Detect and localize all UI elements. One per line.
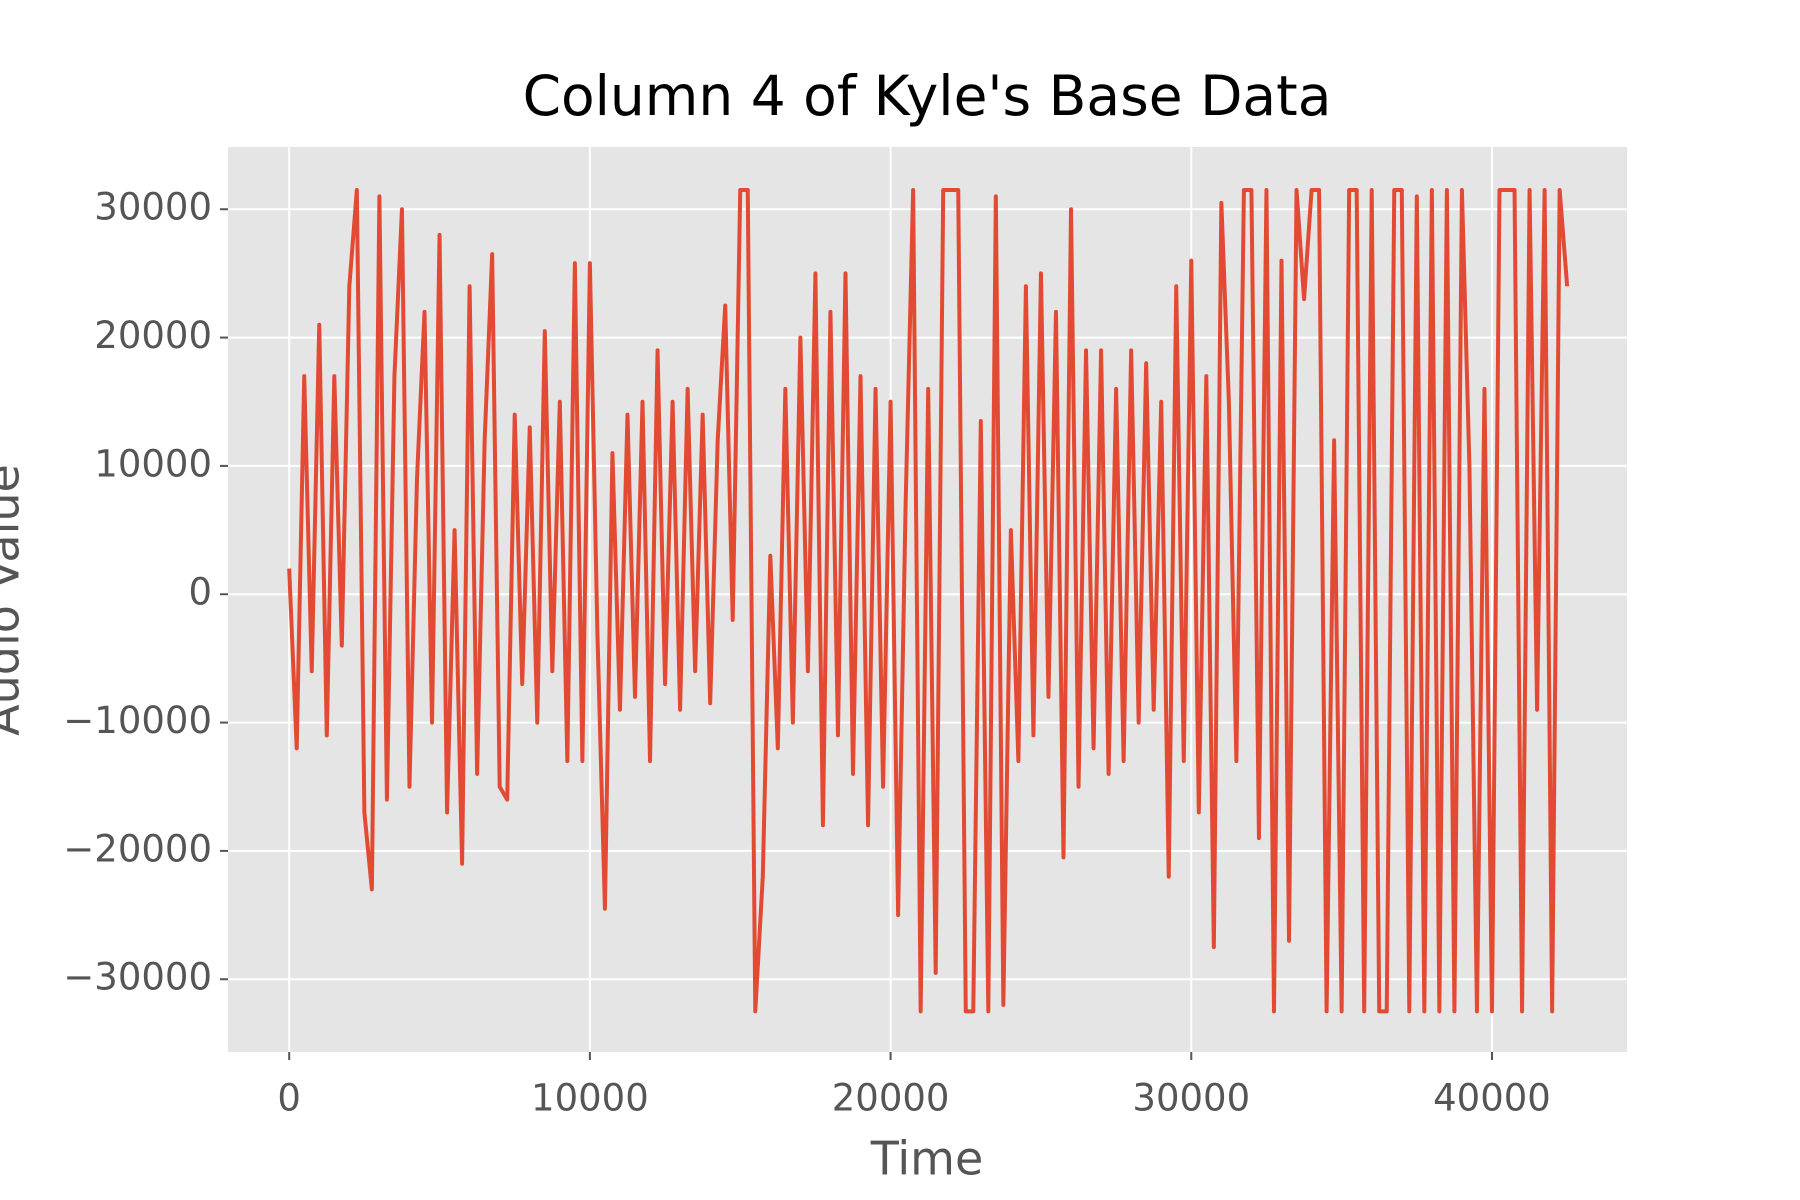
y-tick-label: 0 — [188, 571, 212, 614]
y-tick-label: −10000 — [63, 699, 212, 742]
y-tick-label: −30000 — [63, 956, 212, 999]
x-tick-label: 40000 — [1433, 1077, 1551, 1120]
chart-title: Column 4 of Kyle's Base Data — [523, 64, 1332, 128]
y-axis-label: Audio Value — [0, 464, 30, 736]
y-tick-label: −20000 — [63, 827, 212, 870]
x-tick-label: 10000 — [531, 1077, 649, 1120]
data-line — [287, 187, 1570, 1014]
x-axis-label: Time — [870, 1132, 984, 1186]
x-tick-label: 0 — [277, 1077, 301, 1120]
y-tick-label: 10000 — [94, 442, 212, 485]
x-tick-label: 20000 — [832, 1077, 950, 1120]
x-tick-label: 30000 — [1132, 1077, 1250, 1120]
y-tick-label: 30000 — [94, 186, 212, 229]
y-tick-label: 20000 — [94, 314, 212, 357]
